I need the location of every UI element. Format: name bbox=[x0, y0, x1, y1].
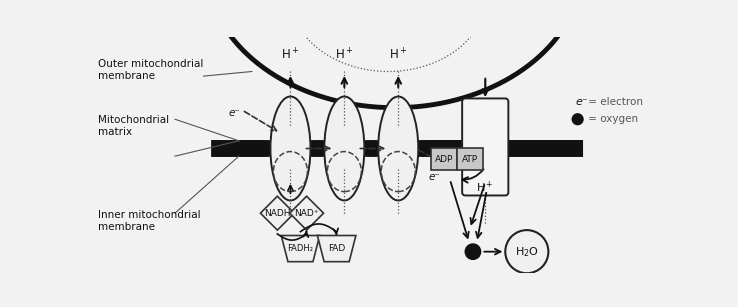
Polygon shape bbox=[317, 235, 356, 262]
Text: Inner mitochondrial
membrane: Inner mitochondrial membrane bbox=[98, 210, 201, 232]
Text: FADH₂: FADH₂ bbox=[288, 244, 314, 253]
Text: ATP: ATP bbox=[462, 155, 478, 164]
Text: H$^+$: H$^+$ bbox=[281, 48, 300, 63]
Text: H$^+$: H$^+$ bbox=[335, 48, 354, 63]
Circle shape bbox=[506, 230, 548, 273]
Text: = electron: = electron bbox=[585, 97, 644, 107]
Text: ADP: ADP bbox=[435, 155, 453, 164]
Text: H$^+$: H$^+$ bbox=[477, 179, 494, 195]
Circle shape bbox=[465, 244, 480, 259]
Polygon shape bbox=[281, 235, 320, 262]
Polygon shape bbox=[261, 196, 294, 230]
Text: Mitochondrial
matrix: Mitochondrial matrix bbox=[98, 115, 169, 137]
Text: H$^+$: H$^+$ bbox=[389, 48, 407, 63]
Text: NAD⁺: NAD⁺ bbox=[294, 209, 319, 218]
Text: e⁻: e⁻ bbox=[228, 108, 240, 118]
Ellipse shape bbox=[324, 96, 365, 200]
Text: = oxygen: = oxygen bbox=[585, 114, 638, 124]
Text: Outer mitochondrial
membrane: Outer mitochondrial membrane bbox=[98, 59, 204, 81]
FancyBboxPatch shape bbox=[457, 149, 483, 170]
Polygon shape bbox=[290, 196, 323, 230]
Text: NADH: NADH bbox=[264, 209, 291, 218]
Ellipse shape bbox=[270, 96, 311, 200]
FancyBboxPatch shape bbox=[430, 149, 457, 170]
Text: e⁻: e⁻ bbox=[429, 172, 441, 182]
Text: FAD: FAD bbox=[328, 244, 345, 253]
Polygon shape bbox=[211, 140, 583, 157]
FancyBboxPatch shape bbox=[462, 99, 508, 196]
Text: e⁻: e⁻ bbox=[576, 97, 588, 107]
Circle shape bbox=[572, 114, 583, 125]
Text: H$_2$O: H$_2$O bbox=[515, 245, 539, 258]
Ellipse shape bbox=[379, 96, 418, 200]
